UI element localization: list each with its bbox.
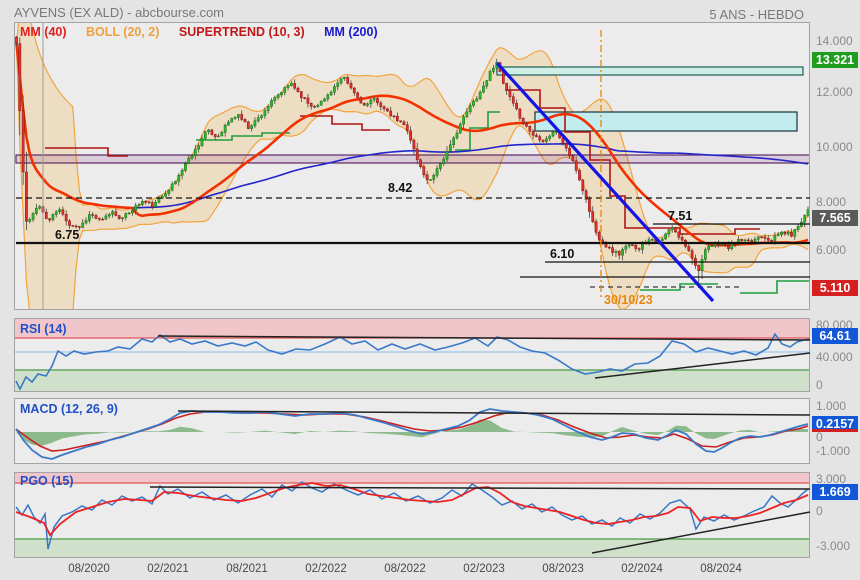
value-badge: 7.565 [812,210,858,226]
indicator-legend: MM (40) BOLL (20, 2) SUPERTREND (10, 3) … [20,25,394,39]
pgo-axis-tick: 3.000 [816,472,847,486]
macd-axis-tick: 1.000 [816,399,847,413]
macd-label: MACD (12, 26, 9) [20,402,118,416]
x-axis-label: 08/2022 [384,563,426,575]
price-axis-tick: 12.000 [816,85,853,99]
legend-supertrend: SUPERTREND (10, 3) [178,25,305,39]
x-axis-label: 02/2022 [305,563,347,575]
value-badge: 0.2157 [812,416,858,432]
level-label-842: 8.42 [388,181,413,195]
chart-title: AYVENS (EX ALD) - abcbourse.com [14,5,225,20]
price-axis-tick: 6.000 [816,243,847,257]
level-label-751: 7.51 [668,209,693,223]
macd-axis-tick: -1.000 [816,444,851,458]
legend-boll: BOLL (20, 2) [86,25,160,39]
value-badge: 1.669 [812,484,858,500]
rsi-axis-tick: 40.000 [816,350,853,364]
price-axis-tick: 10.000 [816,140,853,154]
x-axis-label: 02/2024 [621,563,663,575]
price-axis-tick: 8.000 [816,195,847,209]
timeframe-label: 5 ANS - HEBDO [709,7,804,22]
macd-axis-tick: 0 [816,430,823,444]
level-label-675: 6.75 [55,228,80,242]
pgo-axis-tick: 0 [816,504,823,518]
x-axis-label: 08/2023 [542,563,584,575]
x-axis-label: 02/2023 [463,563,505,575]
legend-mm200: MM (200) [324,25,378,39]
value-badge: 5.110 [812,280,858,296]
value-badge: 64.61 [812,328,858,344]
pgo-label: PGO (15) [20,474,74,488]
value-badge: 13.321 [812,52,858,68]
pgo-axis-tick: -3.000 [816,539,851,553]
price-axis-tick: 14.000 [816,34,853,48]
event-date-annotation: 30/10/23 [604,293,653,307]
x-axis-label: 08/2024 [700,563,742,575]
rsi-label: RSI (14) [20,322,67,336]
x-axis-label: 08/2021 [226,563,268,575]
x-axis-label: 08/2020 [68,563,110,575]
level-label-610: 6.10 [550,247,575,261]
x-axis-label: 02/2021 [147,563,189,575]
rsi-axis-tick: 0 [816,378,823,392]
legend-mm40: MM (40) [20,25,67,39]
